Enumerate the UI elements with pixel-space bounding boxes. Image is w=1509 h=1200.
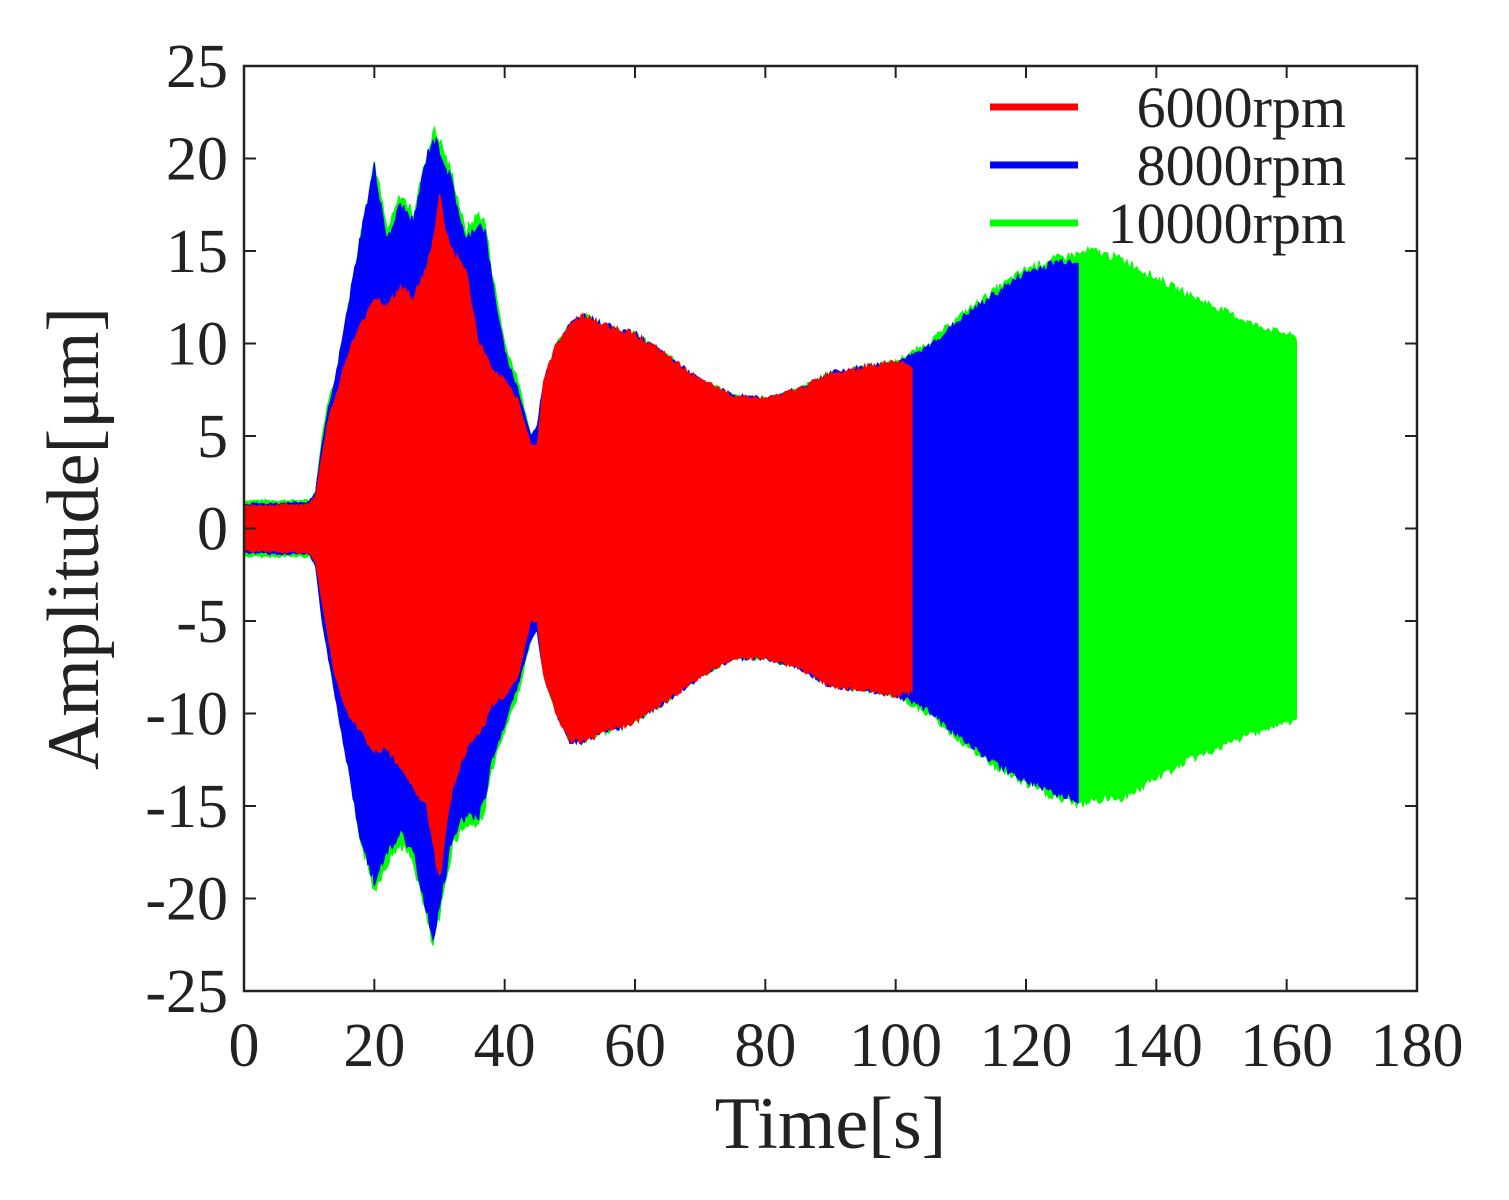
x-tick-label: 160 <box>1240 1012 1333 1080</box>
series-6000rpm <box>243 194 913 877</box>
y-tick-label: -5 <box>176 588 228 656</box>
y-tick-label: 20 <box>166 126 228 194</box>
y-tick-label: 15 <box>166 218 228 286</box>
y-tick-label: 0 <box>197 496 228 564</box>
y-tick-label: 5 <box>197 403 228 471</box>
x-tick-label: 40 <box>474 1012 536 1080</box>
x-tick-label: 20 <box>343 1012 405 1080</box>
y-tick-label: -10 <box>145 681 228 749</box>
legend-label-6000rpm: 6000rpm <box>1137 75 1346 140</box>
x-axis-label: Time[s] <box>715 1083 947 1165</box>
legend-label-10000rpm: 10000rpm <box>1108 191 1346 256</box>
y-tick-label: 10 <box>166 311 228 379</box>
y-tick-label: -15 <box>145 773 228 841</box>
x-tick-label: 0 <box>229 1012 260 1080</box>
y-tick-label: -20 <box>145 866 228 934</box>
x-tick-label: 180 <box>1371 1012 1464 1080</box>
series-layer <box>243 125 1297 946</box>
y-tick-label: -25 <box>145 958 228 1026</box>
x-tick-label: 60 <box>604 1012 666 1080</box>
legend-label-8000rpm: 8000rpm <box>1137 133 1346 198</box>
x-tick-label: 140 <box>1110 1012 1203 1080</box>
x-tick-label: 100 <box>849 1012 942 1080</box>
y-axis-label: Amplitude[μm] <box>33 307 115 770</box>
x-tick-label: 80 <box>734 1012 796 1080</box>
tick-layer: 0 20 40 60 80 100 120 140 160 180 25 20 15 10 5 0 -5 -10 -… <box>145 33 1463 1080</box>
y-tick-label: 25 <box>166 33 228 101</box>
x-tick-label: 120 <box>980 1012 1073 1080</box>
